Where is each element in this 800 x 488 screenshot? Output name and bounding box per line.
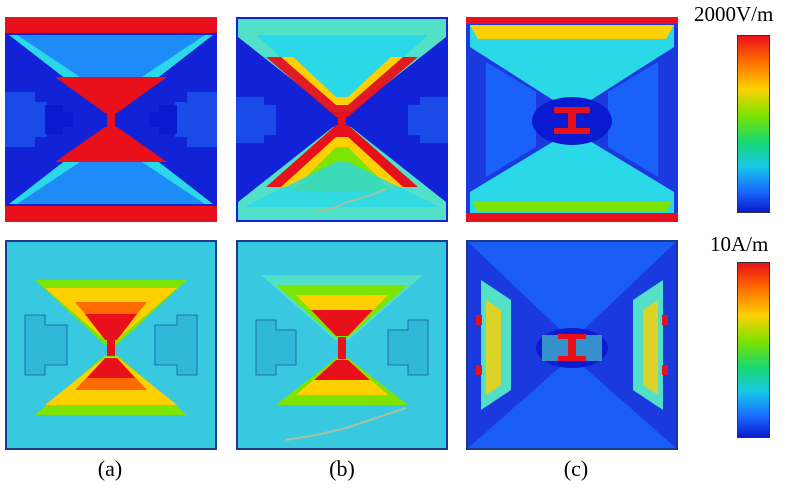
panel-a-efield (5, 17, 217, 222)
panel-label-b: (b) (329, 456, 355, 481)
panel-c-current (466, 240, 678, 450)
colorbar-efield-max-label: 2000V/m (694, 2, 774, 26)
colorbar-current-max-label: 10A/m (710, 232, 769, 256)
panel-b-efield (236, 17, 448, 222)
panel-label-c: (c) (563, 456, 589, 481)
panel-b-current (236, 240, 448, 450)
panel-a-current (5, 240, 217, 450)
colorbar-current (737, 262, 770, 438)
panel-label-a: (a) (97, 456, 123, 481)
colorbar-efield (737, 35, 770, 213)
panel-c-efield (466, 17, 678, 222)
